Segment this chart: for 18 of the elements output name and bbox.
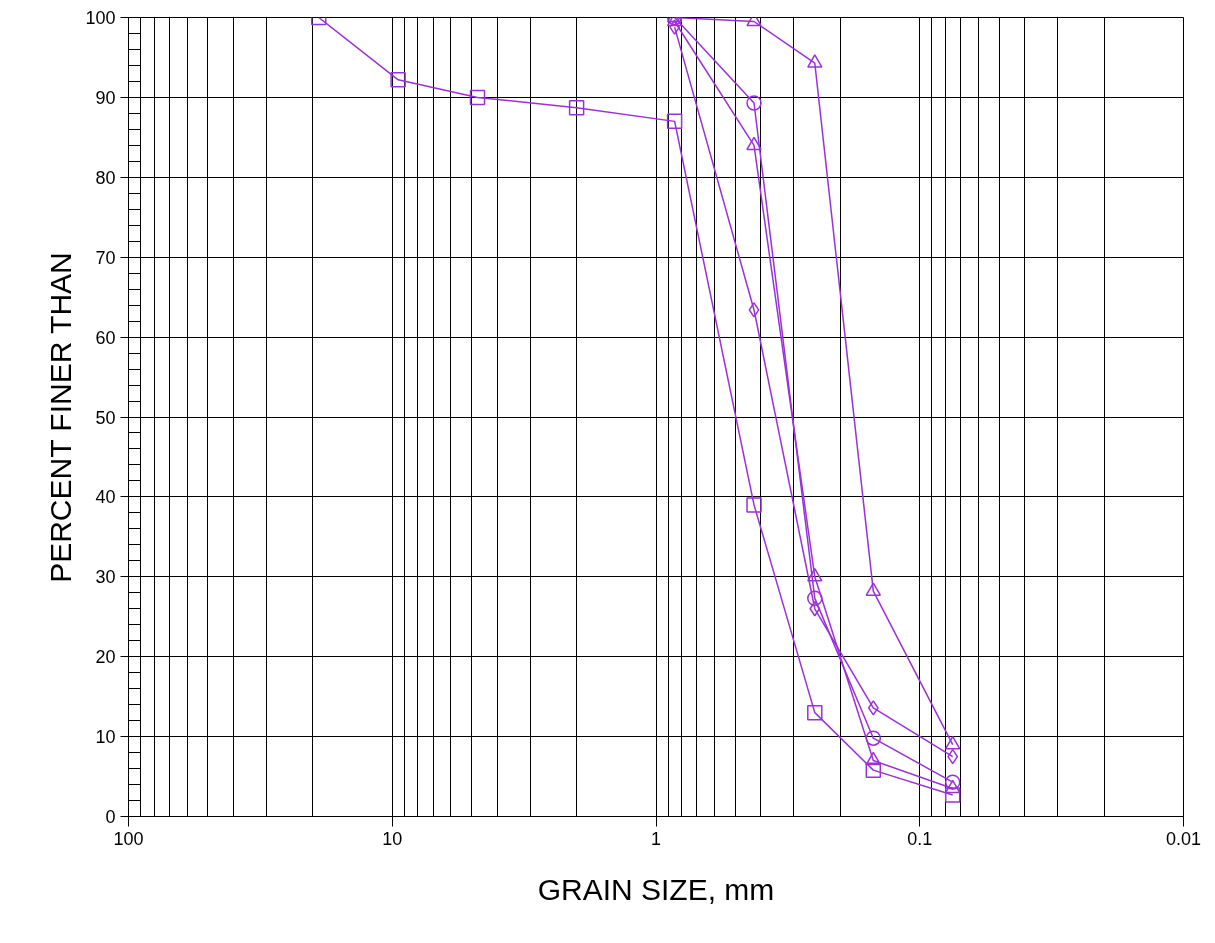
y-tick-label: 50 (95, 407, 116, 428)
x-tick-label: 0.1 (907, 828, 933, 849)
x-tick-label: 100 (113, 828, 144, 849)
y-tick-label: 20 (95, 647, 116, 668)
x-tick-label: 0.01 (1165, 828, 1202, 849)
y-tick-label: 30 (95, 567, 116, 588)
y-tick-label: 100 (85, 8, 116, 28)
y-tick-label: 0 (105, 807, 116, 827)
x-tick-label: 1 (650, 828, 662, 849)
y-axis-title: PERCENT FINER THAN (44, 252, 78, 583)
y-tick-label: 70 (95, 247, 116, 268)
y-tick-label: 80 (95, 167, 116, 188)
y-tick-label: 90 (95, 87, 116, 108)
y-tick-label: 60 (95, 327, 116, 348)
y-tick-label: 40 (95, 487, 116, 508)
x-axis-title: GRAIN SIZE, mm (537, 872, 775, 906)
y-tick-label: 10 (95, 727, 116, 748)
x-tick-label: 10 (382, 828, 403, 849)
